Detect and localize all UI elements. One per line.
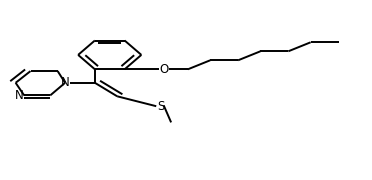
Text: S: S bbox=[157, 100, 164, 113]
Text: O: O bbox=[159, 63, 168, 76]
Text: N: N bbox=[61, 76, 70, 89]
Text: N: N bbox=[15, 89, 24, 102]
